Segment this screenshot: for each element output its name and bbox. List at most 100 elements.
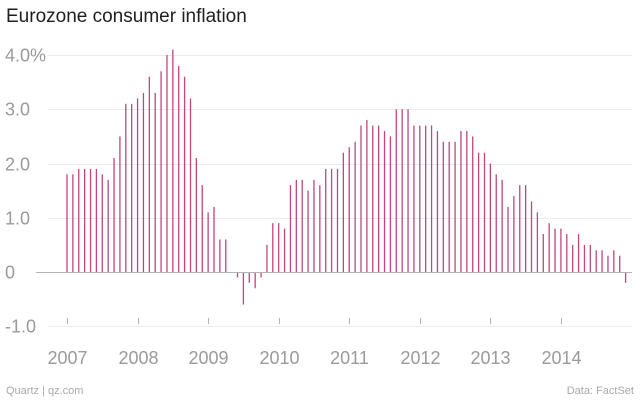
inflation-bar — [272, 223, 274, 272]
inflation-bar — [213, 206, 215, 272]
inflation-bar — [548, 223, 550, 272]
inflation-bar — [483, 152, 486, 272]
inflation-bar — [383, 130, 386, 272]
y-tick-label: 2.0 — [5, 155, 30, 175]
inflation-bar — [572, 244, 574, 273]
inflation-bar — [583, 244, 586, 273]
inflation-bar — [448, 141, 450, 272]
inflation-bar — [389, 136, 392, 273]
inflation-bar — [78, 168, 80, 272]
inflation-bars — [66, 49, 627, 305]
inflation-bar — [113, 158, 115, 272]
inflation-bar — [125, 103, 127, 272]
inflation-bar — [236, 272, 239, 278]
x-tick-label: 2012 — [400, 348, 440, 368]
inflation-bar — [95, 168, 98, 272]
inflation-bar — [148, 76, 150, 272]
inflation-bar — [554, 228, 556, 272]
x-tick-label: 2013 — [470, 348, 510, 368]
inflation-bar — [207, 212, 209, 272]
inflation-bar — [442, 141, 444, 272]
y-tick-label: 1.0 — [5, 209, 30, 229]
x-tick-label: 2014 — [541, 348, 581, 368]
inflation-bar — [619, 255, 621, 272]
inflation-bar — [307, 190, 309, 273]
x-tick-label: 2007 — [47, 348, 87, 368]
y-axis-tick-labels: 4.0% 3.0 2.0 1.0 0 -1.0 — [5, 46, 46, 337]
inflation-bar — [466, 130, 468, 272]
inflation-bar — [460, 130, 462, 272]
inflation-bar — [477, 152, 480, 272]
inflation-bar — [495, 174, 497, 272]
chart-title: Eurozone consumer inflation — [6, 6, 247, 27]
inflation-bar — [166, 55, 168, 272]
inflation-bar — [401, 109, 403, 272]
inflation-bar — [395, 109, 397, 272]
y-tick-label: 4.0% — [5, 46, 46, 66]
inflation-bar — [601, 250, 603, 272]
inflation-bar — [436, 130, 439, 272]
inflation-bar — [419, 125, 421, 273]
inflation-bar — [507, 206, 509, 272]
inflation-bar — [325, 168, 327, 272]
inflation-bar — [454, 141, 456, 272]
inflation-bar — [624, 272, 627, 283]
inflation-bar — [242, 272, 245, 305]
x-tick-label: 2011 — [330, 348, 369, 368]
inflation-bar — [278, 223, 280, 272]
y-tick-label: 0 — [5, 263, 15, 283]
x-tick-label: 2008 — [118, 348, 158, 368]
inflation-bar — [201, 185, 203, 272]
inflation-bar — [413, 125, 415, 273]
inflation-bar — [489, 163, 492, 272]
inflation-bar — [72, 174, 74, 272]
inflation-bar — [524, 185, 527, 272]
inflation-bar — [501, 179, 503, 272]
x-tick-label: 2010 — [259, 348, 299, 368]
inflation-bar — [131, 103, 133, 272]
data-source: Data: FactSet — [566, 385, 634, 397]
inflation-bar — [219, 239, 221, 272]
inflation-bar — [577, 234, 580, 272]
inflation-bar — [266, 244, 268, 273]
y-tick-label: 3.0 — [5, 100, 30, 120]
inflation-bar — [301, 179, 303, 272]
inflation-bar — [154, 92, 156, 272]
inflation-bar — [289, 185, 292, 272]
inflation-bar — [178, 65, 180, 272]
inflation-bar — [136, 98, 139, 273]
inflation-bar — [254, 272, 256, 289]
inflation-bar — [560, 228, 562, 272]
inflation-bar — [407, 109, 409, 272]
inflation-bar — [519, 185, 521, 272]
inflation-bar — [377, 125, 380, 273]
inflation-bar — [513, 196, 515, 272]
inflation-bar — [613, 250, 615, 272]
inflation-bar — [183, 76, 186, 272]
inflation-bar — [354, 141, 356, 272]
inflation-bar — [225, 239, 227, 272]
inflation-bar — [172, 49, 174, 272]
inflation-bar — [295, 179, 297, 272]
inflation-bar — [336, 168, 339, 272]
inflation-bar — [248, 272, 250, 283]
inflation-bar — [536, 212, 539, 272]
inflation-bar — [530, 201, 533, 272]
inflation-bar — [372, 125, 374, 273]
inflation-bar — [425, 125, 427, 273]
inflation-bar — [319, 185, 321, 272]
inflation-bar — [101, 174, 103, 272]
inflation-bar — [589, 244, 591, 273]
inflation-bar — [360, 125, 362, 273]
inflation-bar — [430, 125, 433, 273]
inflation-bar — [313, 179, 315, 272]
inflation-bar — [142, 92, 145, 272]
inflation-bar — [330, 168, 333, 272]
inflation-bar — [83, 168, 86, 272]
inflation-bar — [283, 228, 286, 272]
y-tick-label: -1.0 — [5, 317, 36, 337]
inflation-bar — [107, 179, 109, 272]
inflation-bar — [195, 158, 198, 272]
inflation-bar — [607, 255, 609, 272]
